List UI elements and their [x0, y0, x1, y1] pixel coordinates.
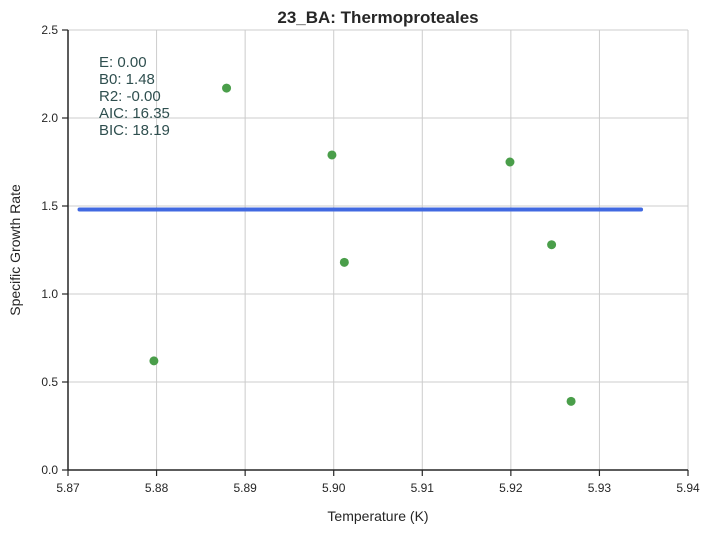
ticks: 5.87 5.88 5.89 5.90 5.91 5.92 5.93 5.94 0.0 0.5 1.… [41, 23, 700, 495]
axes [67, 30, 688, 471]
x-tick-label: 5.90 [322, 481, 346, 495]
data-point [566, 396, 576, 406]
y-tick-label: 0.0 [41, 463, 58, 477]
data-point [505, 157, 515, 167]
fit-statistics: E: 0.00 B0: 1.48 R2: -0.00 AIC: 16.35 BI… [99, 54, 170, 139]
data-point [149, 356, 159, 366]
series [77, 83, 644, 406]
stat-aic: AIC: 16.35 [99, 105, 170, 122]
x-tick-label: 5.92 [499, 481, 523, 495]
y-tick-label: 2.5 [41, 23, 58, 37]
data-point [222, 83, 232, 93]
stat-b0: B0: 1.48 [99, 71, 155, 88]
x-axis-label: Temperature (K) [327, 508, 428, 524]
x-tick-label: 5.87 [56, 481, 80, 495]
grid [67, 29, 689, 471]
x-tick-label: 5.89 [233, 481, 257, 495]
plot-background [68, 30, 688, 470]
data-point [339, 257, 349, 267]
stat-bic: BIC: 18.19 [99, 122, 170, 139]
x-tick-label: 5.88 [145, 481, 169, 495]
stat-r2: R2: -0.00 [99, 88, 161, 105]
x-tick-label: 5.91 [411, 481, 435, 495]
y-tick-label: 0.5 [41, 375, 58, 389]
x-tick-label: 5.93 [588, 481, 612, 495]
y-tick-label: 1.5 [41, 199, 58, 213]
data-point [547, 240, 557, 250]
y-tick-label: 2.0 [41, 111, 58, 125]
data-point [327, 150, 337, 160]
y-tick-label: 1.0 [41, 287, 58, 301]
x-tick-label: 5.94 [676, 481, 700, 495]
y-axis-label: Specific Growth Rate [7, 184, 23, 316]
chart-title: 23_BA: Thermoproteales [277, 8, 478, 27]
stat-e: E: 0.00 [99, 54, 147, 71]
